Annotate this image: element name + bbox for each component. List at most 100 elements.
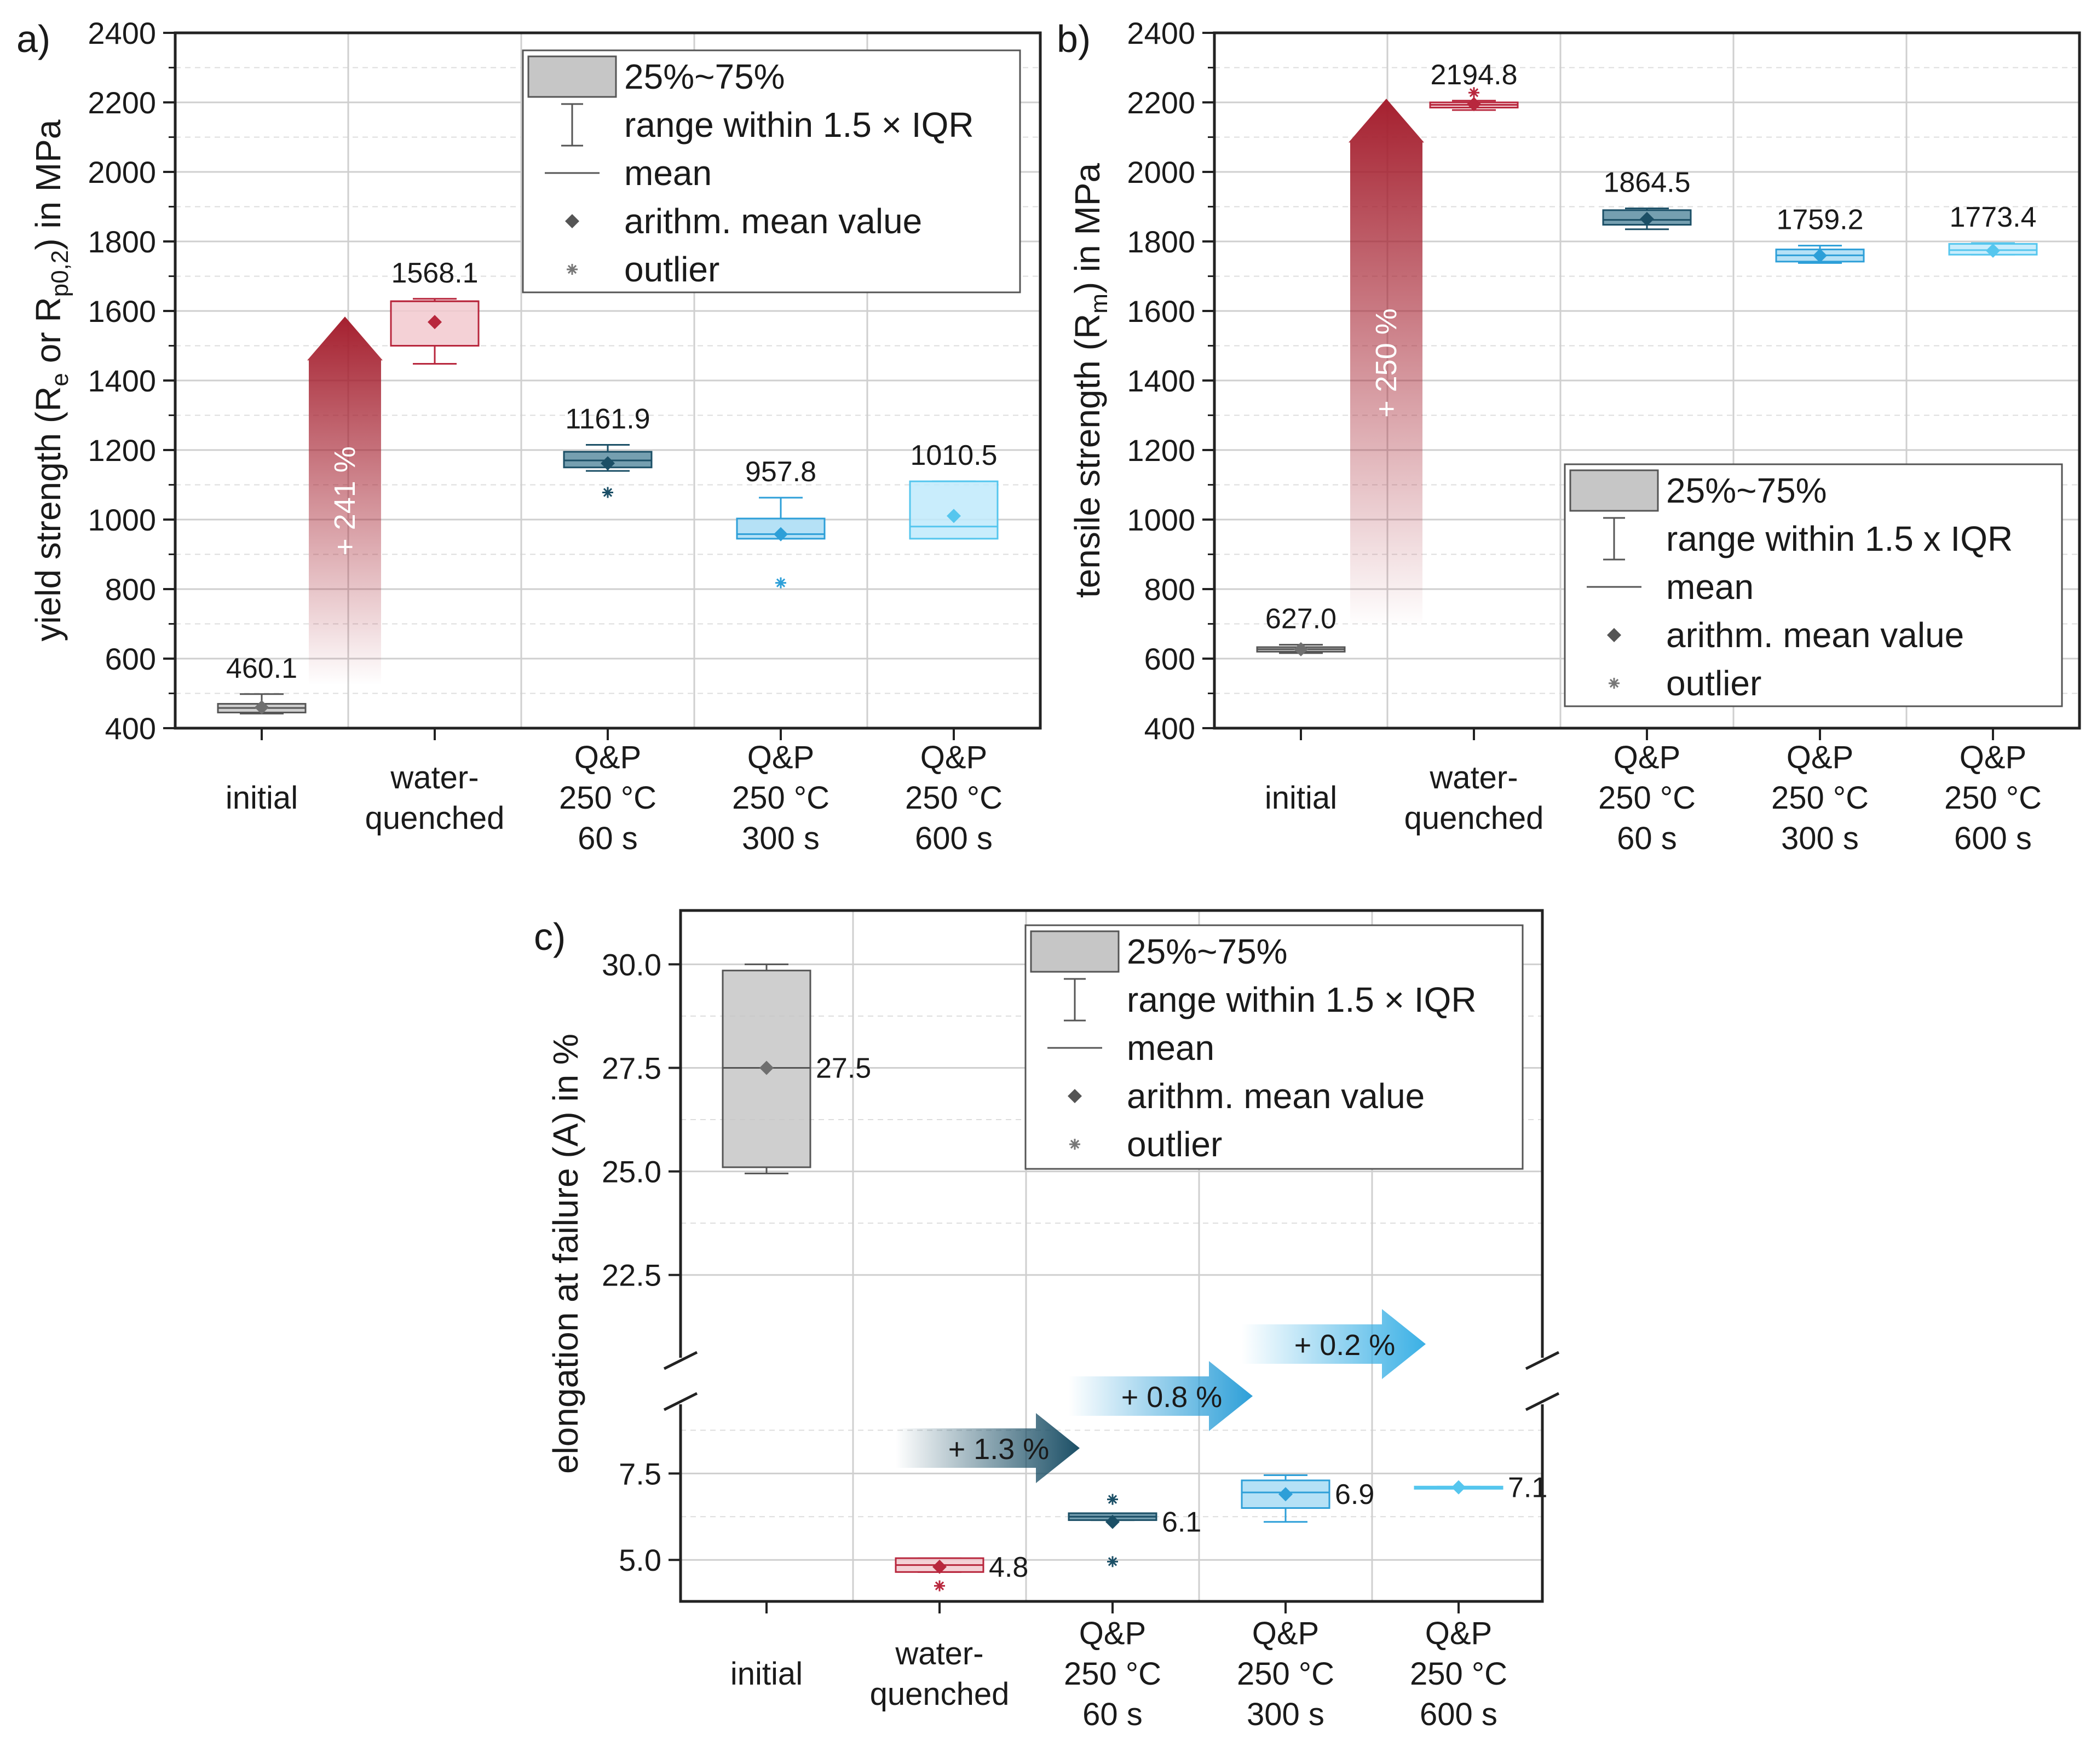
- panel-a-box-0: 460.1: [217, 653, 307, 714]
- panel-c-x-tick-label: water-: [895, 1636, 983, 1671]
- panel-c-box-4-mean-marker: [1451, 1480, 1466, 1495]
- panel-a-x-tick-label: 250 °C: [905, 780, 1003, 816]
- panel-c-boxes: 27.5 4.8 6.1 6.9 7.1: [722, 963, 1547, 1592]
- panel-a-boxes: 460.1 1568.1 1161.9 957.8 1010.5: [217, 257, 999, 714]
- panel-c-box-2-outlier-stroke: [1108, 1495, 1117, 1504]
- panel-a-increase-arrow: [307, 316, 383, 685]
- panel-a-legend-swatch-outlier-stroke: [567, 264, 577, 274]
- panel-b-boxes: 627.0 2194.8 1864.5 1759.2 1773.4: [1256, 59, 2038, 656]
- panel-b-box-3-mean-marker: [1813, 248, 1827, 263]
- panel-c-box-2-mean-marker: [1105, 1514, 1120, 1529]
- panel-a-x-tick-label: Q&P: [747, 740, 815, 775]
- panel-a-x-tick-label: Q&P: [574, 740, 642, 775]
- panel-c-box-1-outlier-stroke: [935, 1581, 944, 1590]
- panel-a-box-1: 1568.1: [390, 257, 480, 365]
- panel-a-y-tick-label: 600: [105, 642, 156, 676]
- panel-b-box-2: 1864.5: [1602, 167, 1692, 230]
- panel-a-y-tick-label: 400: [105, 711, 156, 746]
- panel-a-box-2: 1161.9: [563, 403, 653, 498]
- panel-b-legend-swatch-outlier: [1609, 678, 1620, 689]
- panel-a-legend-entry: 25%~75%: [624, 57, 785, 96]
- panel-a-x-tick-label: quenched: [365, 800, 505, 836]
- panel-a-box-2-outlier-stroke: [603, 488, 613, 497]
- panel-b-increase-label: + 250 %: [1370, 308, 1403, 418]
- panel-a-legend-swatch-outlier: [567, 264, 578, 275]
- panel-c-step-arrow-label: + 0.2 %: [1294, 1329, 1396, 1362]
- panel-a-box-4-value-label: 1010.5: [910, 440, 997, 471]
- panel-c-axis-break: [663, 1351, 1560, 1411]
- panel-b-tensile-strength: b) + 250 % 627.0 2194.8 1864.5 1759.2 1773.4…: [1057, 16, 2081, 856]
- panel-c-elongation: c) + 1.3 % + 0.8 % + 0.2 % 27.5 4.8 6.1 6.9 7.…: [534, 909, 1560, 1732]
- panel-b-y-tick-label: 1400: [1127, 364, 1195, 398]
- panel-a-increase-label: + 241 %: [329, 446, 361, 556]
- panel-c-x-tick-label: 250 °C: [1237, 1656, 1334, 1692]
- panel-b-x-tick-label: Q&P: [1614, 740, 1681, 775]
- panel-b-x-tick-label: 60 s: [1617, 821, 1677, 856]
- panel-c-x-tick-label: 250 °C: [1064, 1656, 1161, 1692]
- panel-c-y-tick-label: 25.0: [602, 1155, 661, 1189]
- panel-c-y-axis: 5.0 7.5 22.5 25.0 27.5 30.0: [602, 947, 681, 1577]
- panel-c-legend-swatch-outlier-stroke: [1070, 1139, 1080, 1149]
- panel-b-box-4-mean-marker: [1986, 243, 2000, 258]
- panel-b-x-tick-label: 600 s: [1954, 821, 2032, 856]
- panel-c-step-arrow: [1242, 1309, 1426, 1379]
- panel-b-x-tick-label: quenched: [1404, 800, 1544, 836]
- panel-b-legend-entry: mean: [1666, 567, 1754, 607]
- panel-b-x-axis: initial water-quenched Q&P 250 °C 60 s Q&P 250…: [1265, 728, 2042, 856]
- panel-a-yield-strength: a) + 241 % 460.11568.11161.9957.81010.5 …: [16, 16, 1042, 856]
- panel-b-legend-entry: 25%~75%: [1666, 471, 1827, 510]
- panel-c-legend-swatch-outlier: [1069, 1139, 1080, 1150]
- panel-c-x-axis: initial water-quenched Q&P 250 °C 60 s Q&P 250…: [730, 1601, 1507, 1732]
- panel-b-y-tick-label: 400: [1144, 711, 1195, 746]
- panel-c-box-2-outlier: [1107, 1556, 1118, 1567]
- panel-c-box-1-value-label: 4.8: [989, 1552, 1028, 1583]
- panel-a-x-tick-label: 250 °C: [559, 780, 656, 816]
- panel-b-y-axis-label: tensile strength (Rm) in MPa: [1068, 163, 1113, 598]
- panel-a-box-0-mean-marker: [255, 700, 269, 714]
- panel-c-x-tick-label: 300 s: [1247, 1697, 1324, 1732]
- panel-c-x-tick-label: Q&P: [1079, 1616, 1147, 1651]
- panel-a-legend-swatch-box: [527, 55, 617, 98]
- panel-c-y-tick-label: 7.5: [619, 1456, 661, 1491]
- panel-b-y-tick-label: 1600: [1127, 294, 1195, 328]
- panel-c-x-tick-label: quenched: [870, 1676, 1010, 1712]
- panel-c-box-0: 27.5: [722, 963, 871, 1174]
- panel-a-legend-entry: range within 1.5 × IQR: [624, 105, 974, 145]
- panel-c-legend-entry: 25%~75%: [1127, 932, 1288, 971]
- panel-b-x-tick-label: 250 °C: [1598, 780, 1696, 816]
- panel-c-x-tick-label: Q&P: [1425, 1616, 1493, 1651]
- panel-b-box-0-value-label: 627.0: [1265, 603, 1336, 635]
- panel-b-x-tick-label: Q&P: [1960, 740, 2027, 775]
- panel-a-y-tick-label: 2400: [88, 16, 156, 50]
- panel-a-x-tick-label: initial: [226, 780, 298, 816]
- panel-c-box-2-outlier: [1107, 1494, 1118, 1505]
- panel-c-box-2-value-label: 6.1: [1162, 1507, 1201, 1538]
- panel-a-box-3: 957.8: [736, 456, 826, 589]
- panel-c-y-tick-label: 27.5: [602, 1051, 661, 1085]
- panel-b-box-1-outlier-stroke: [1469, 88, 1479, 97]
- panel-b-annotation: + 250 %: [1349, 99, 1424, 627]
- panel-c-box-3-value-label: 6.9: [1335, 1479, 1374, 1511]
- panel-label-b: b): [1057, 18, 1091, 60]
- panel-c-y-axis-label: elongation at failure (A) in %: [546, 1034, 585, 1474]
- panel-c-legend-swatch-box: [1030, 930, 1120, 973]
- panel-c-box-1-outlier: [934, 1580, 945, 1592]
- panel-a-legend-entry: outlier: [624, 250, 719, 289]
- panel-a-legend: 25%~75% range within 1.5 × IQR mean arithm.…: [522, 49, 1021, 293]
- panel-a-box-3-outlier: [775, 577, 786, 589]
- panel-b-x-tick-label: Q&P: [1787, 740, 1854, 775]
- panel-b-box-2-value-label: 1864.5: [1603, 167, 1690, 199]
- panel-c-y-tick-label: 5.0: [619, 1543, 661, 1577]
- panel-c-box-1: 4.8: [895, 1552, 1028, 1592]
- panel-a-y-tick-label: 1000: [88, 503, 156, 537]
- panel-a-box-2-mean-marker: [601, 456, 615, 471]
- panel-a-y-tick-label: 1600: [88, 294, 156, 328]
- panel-c-box-2-outlier-stroke: [1108, 1557, 1117, 1566]
- panel-b-legend: 25%~75% range within 1.5 x IQR mean arithm.…: [1564, 463, 2063, 707]
- panel-b-box-3: 1759.2: [1775, 204, 1865, 264]
- panel-a-box-2-value-label: 1161.9: [565, 403, 650, 435]
- panel-c-box-3-mean-marker: [1278, 1487, 1293, 1502]
- panel-b-box-1-value-label: 2194.8: [1430, 59, 1517, 91]
- panel-b-x-tick-label: initial: [1265, 780, 1337, 816]
- panel-c-legend-swatch-diamond: [1068, 1089, 1082, 1103]
